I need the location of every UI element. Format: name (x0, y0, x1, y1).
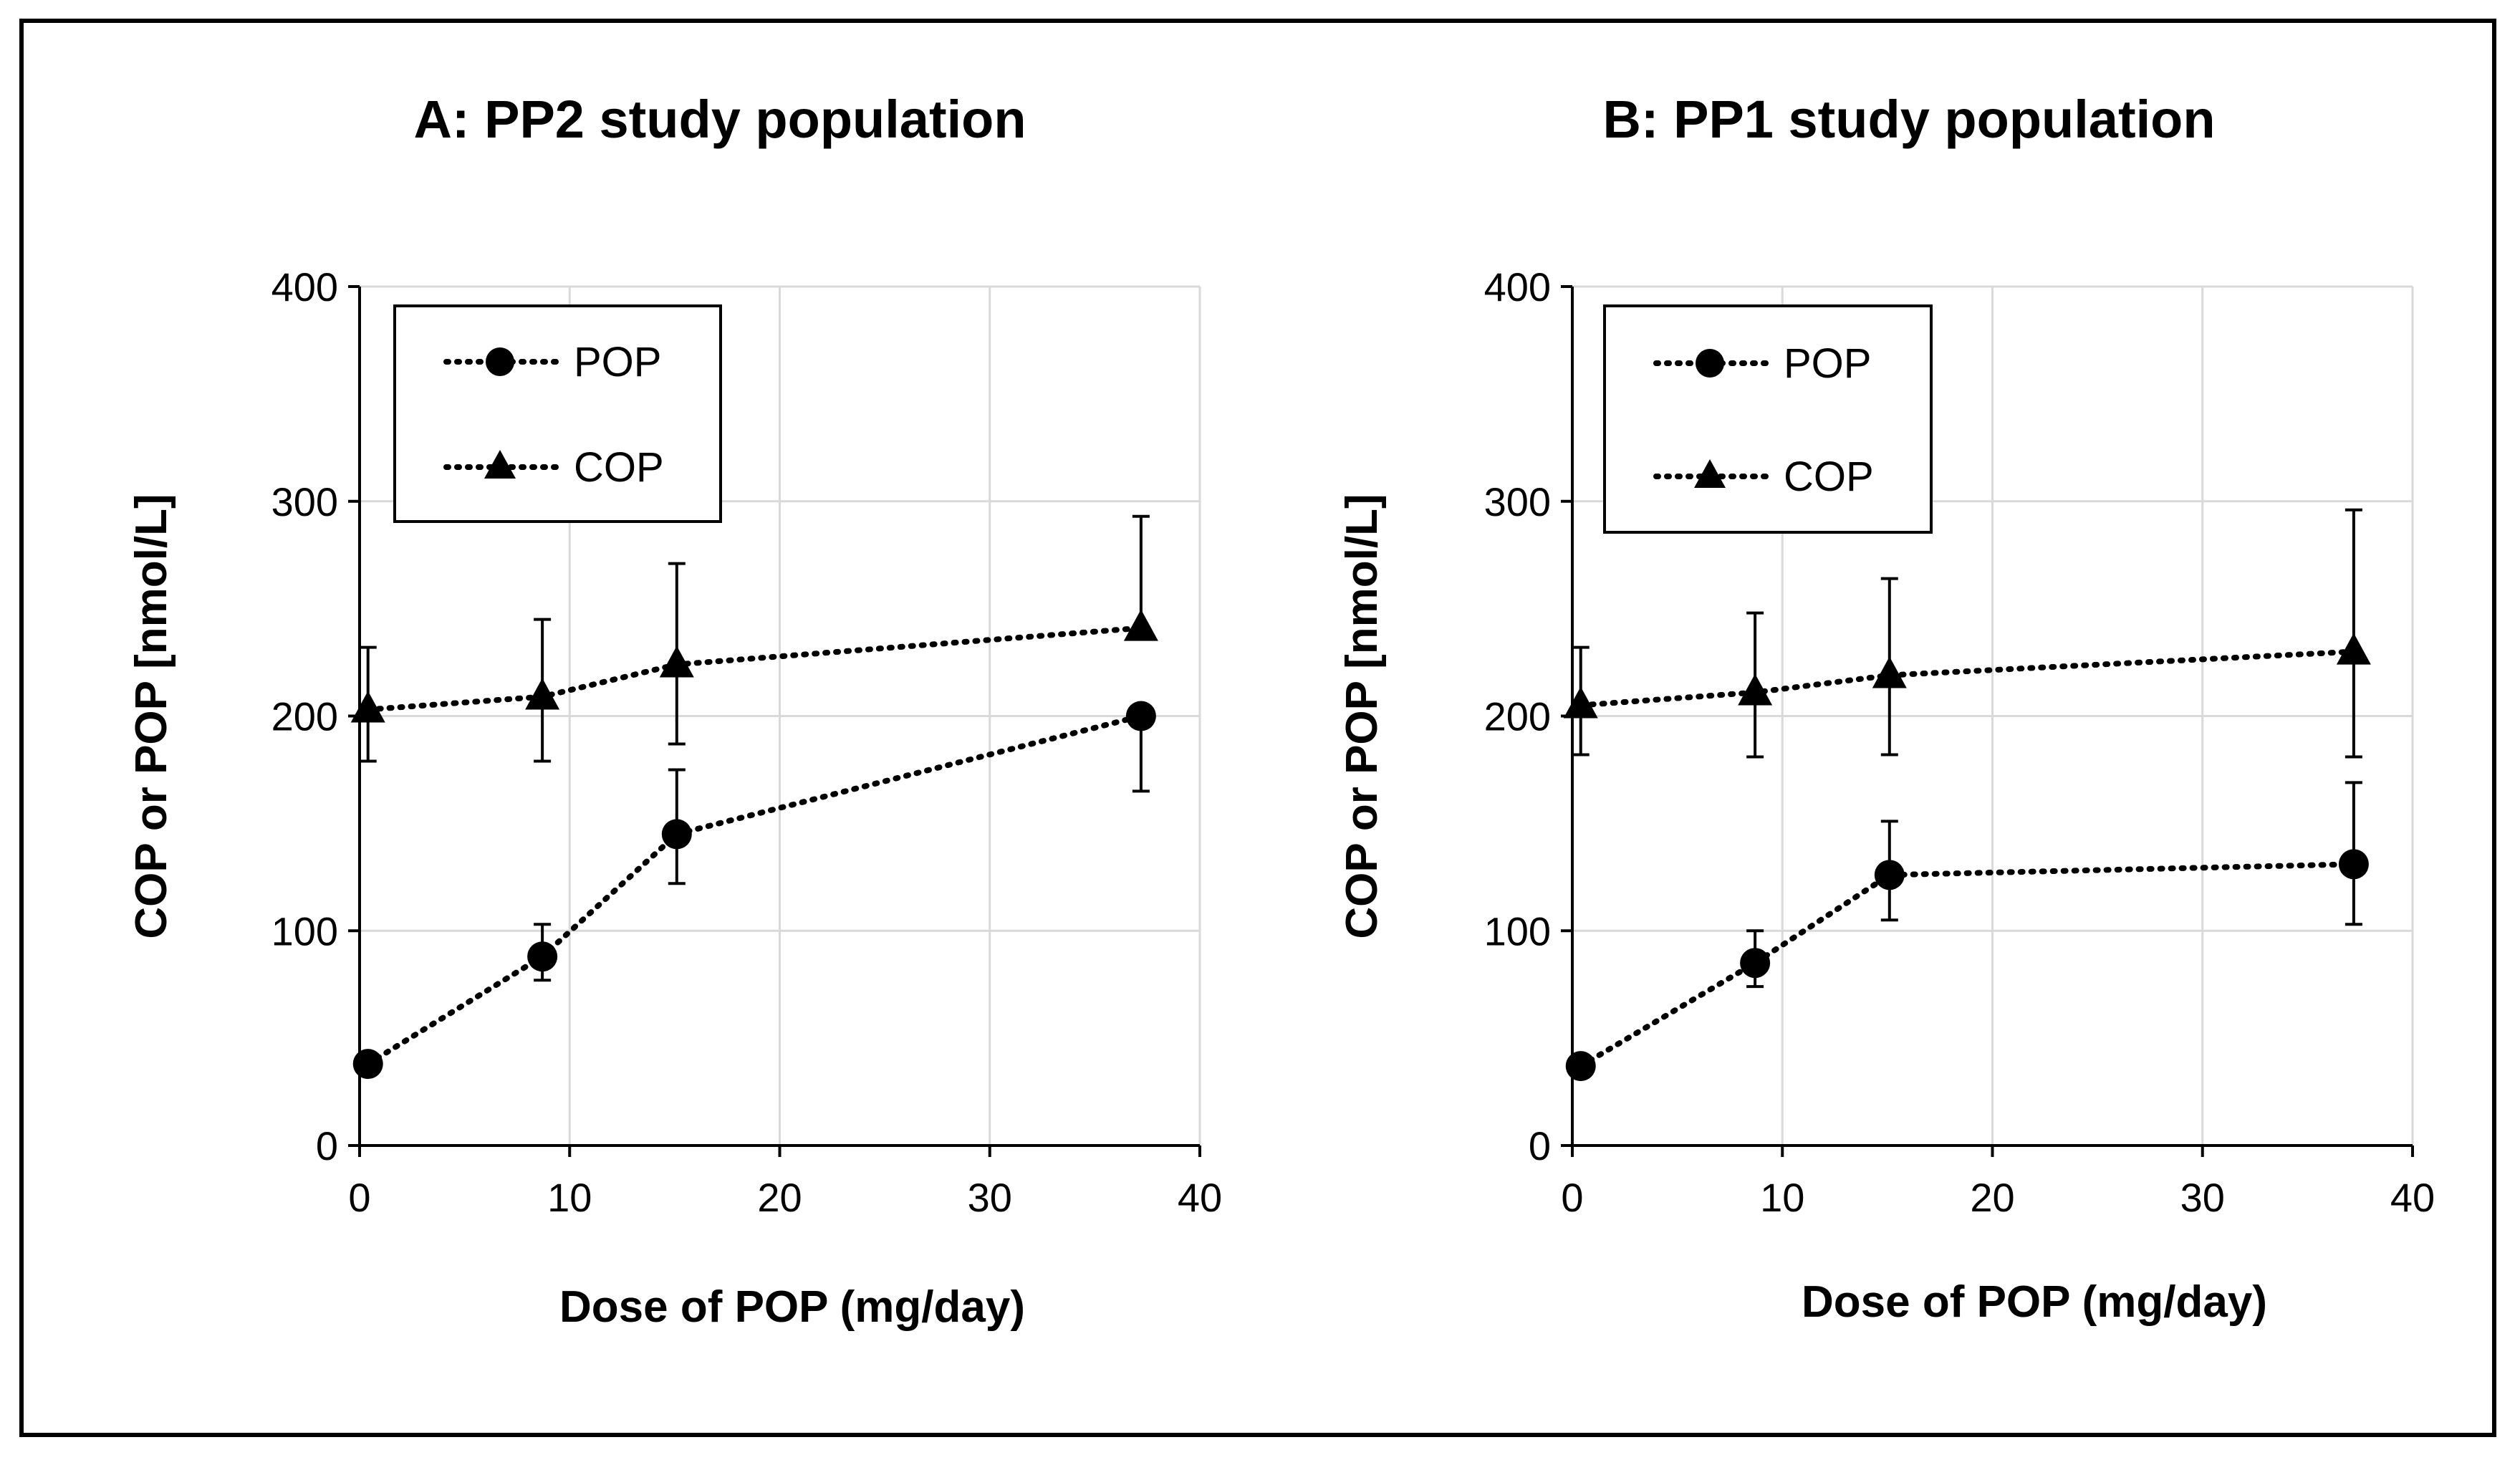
pop-data-point (1740, 948, 1771, 979)
cop-series-line (1577, 648, 2357, 709)
legend-pop-marker (1696, 349, 1724, 378)
legend-cop-marker (484, 450, 516, 479)
legend-pop-label: POP (574, 339, 662, 385)
chart-title: A: PP2 study population (413, 90, 1026, 149)
x-tick-label: 30 (2180, 1175, 2225, 1220)
y-tick-label: 200 (271, 694, 338, 739)
legend-pop-label: POP (1784, 340, 1872, 387)
figure-frame (19, 19, 2496, 1437)
x-tick-label: 0 (348, 1175, 370, 1220)
y-axis-title: COP or POP [nmol/L] (1337, 494, 1387, 938)
legend-box (393, 304, 722, 523)
cop-series-line (365, 625, 1144, 713)
cop-data-point (1563, 686, 1598, 719)
x-tick-label: 40 (1178, 1175, 1222, 1220)
y-tick-label: 400 (271, 264, 338, 309)
legend-cop-marker (1694, 459, 1726, 488)
legend-cop-label: COP (574, 444, 664, 491)
x-tick-label: 10 (1760, 1175, 1804, 1220)
cop-data-point (350, 691, 385, 723)
pop-series-line (365, 713, 1144, 1067)
cop-data-point (2336, 633, 2371, 665)
legend-cop-label: COP (1784, 453, 1874, 500)
y-tick-label: 400 (1484, 264, 1551, 309)
panel-a: 0 100 200 300 400 0 10 20 30 40 A: PP2 study popul… (127, 90, 1222, 1332)
cop-data-point (1738, 673, 1773, 706)
cop-data-point (525, 678, 560, 710)
y-tick-label: 200 (1484, 694, 1551, 739)
pop-data-point (661, 819, 692, 850)
panel-b: 0 100 200 300 400 0 10 20 30 40 B: PP1 study popul… (1337, 90, 2435, 1327)
pop-data-point (2338, 849, 2369, 880)
pop-data-point (527, 941, 558, 972)
pop-data-point (1565, 1051, 1596, 1082)
y-tick-label: 100 (271, 908, 338, 954)
x-tick-label: 30 (968, 1175, 1012, 1220)
pop-data-point (1125, 701, 1156, 731)
y-tick-label: 0 (1529, 1123, 1551, 1168)
cop-data-point (1872, 656, 1907, 688)
x-tick-label: 0 (1561, 1175, 1583, 1220)
y-tick-label: 100 (1484, 908, 1551, 954)
cop-data-point (1123, 609, 1158, 641)
x-tick-label: 20 (757, 1175, 802, 1220)
y-axis-title: COP or POP [nmol/L] (127, 494, 176, 938)
cop-data-point (659, 645, 694, 678)
pop-data-point (352, 1049, 383, 1080)
legend-pop-marker (486, 347, 514, 376)
x-axis-title: Dose of POP (mg/day) (1802, 1277, 2267, 1327)
pop-series-line (1577, 861, 2357, 1070)
y-tick-label: 300 (271, 479, 338, 524)
x-axis-title: Dose of POP (mg/day) (559, 1282, 1025, 1332)
x-tick-label: 20 (1970, 1175, 2014, 1220)
y-tick-label: 300 (1484, 479, 1551, 524)
x-tick-label: 40 (2390, 1175, 2435, 1220)
chart-title: B: PP1 study population (1602, 90, 2215, 149)
pop-data-point (1874, 860, 1905, 890)
x-tick-label: 10 (547, 1175, 592, 1220)
y-tick-label: 0 (316, 1123, 338, 1168)
legend-box (1603, 304, 1933, 534)
